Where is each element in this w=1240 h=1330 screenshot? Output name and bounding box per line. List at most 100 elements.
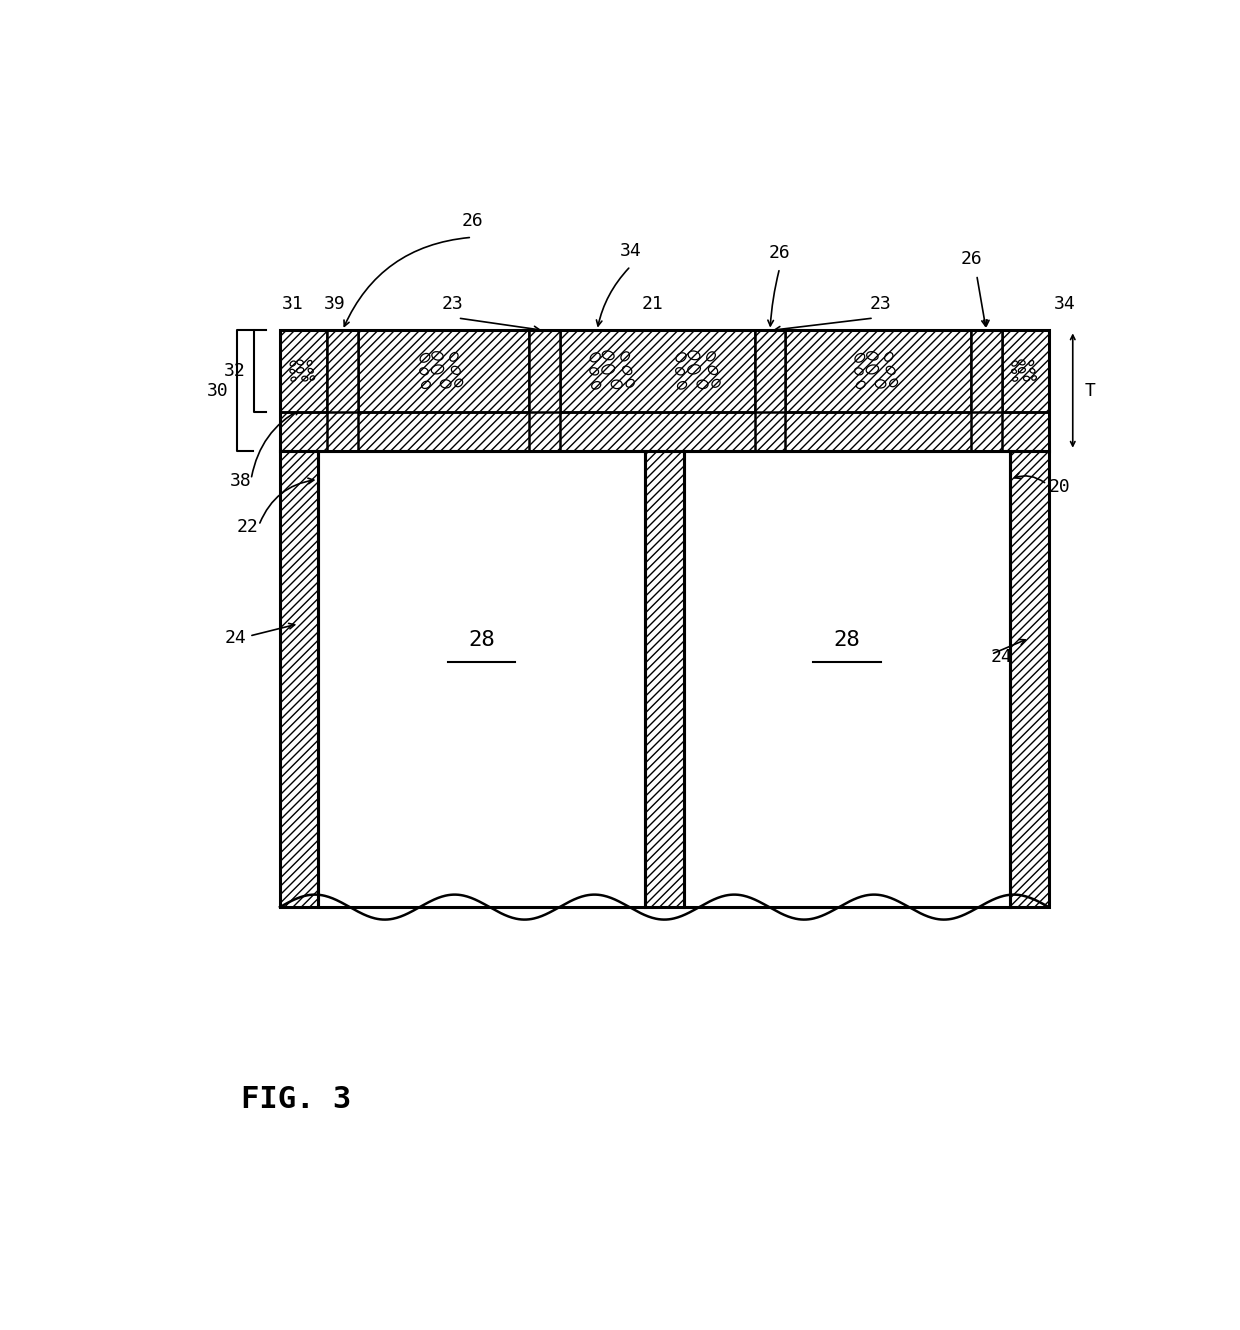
Ellipse shape <box>1023 376 1029 380</box>
Text: 26: 26 <box>769 245 791 262</box>
Bar <box>645 451 683 907</box>
Bar <box>327 330 358 451</box>
Bar <box>645 451 683 907</box>
Ellipse shape <box>290 370 295 374</box>
Text: 28: 28 <box>469 630 495 650</box>
Ellipse shape <box>688 351 699 359</box>
Bar <box>971 330 1002 451</box>
Ellipse shape <box>310 376 315 380</box>
Ellipse shape <box>854 354 864 362</box>
Ellipse shape <box>308 360 312 366</box>
Text: 20: 20 <box>1049 479 1070 496</box>
Bar <box>528 330 559 451</box>
Text: 34: 34 <box>1054 295 1075 313</box>
Ellipse shape <box>450 352 458 362</box>
Ellipse shape <box>420 368 428 375</box>
Bar <box>327 330 358 451</box>
Ellipse shape <box>290 360 295 366</box>
Ellipse shape <box>296 360 304 364</box>
Ellipse shape <box>1018 367 1025 372</box>
Ellipse shape <box>590 367 599 375</box>
Bar <box>755 330 785 451</box>
Ellipse shape <box>1032 376 1037 380</box>
Text: 26: 26 <box>461 211 484 230</box>
Bar <box>280 451 319 907</box>
Text: 21: 21 <box>642 295 663 313</box>
Ellipse shape <box>707 352 715 360</box>
Ellipse shape <box>887 366 895 375</box>
Bar <box>971 330 1002 451</box>
Ellipse shape <box>432 351 443 360</box>
Text: 32: 32 <box>224 362 246 380</box>
Bar <box>755 330 785 451</box>
Text: 31: 31 <box>281 295 304 313</box>
Bar <box>1011 451 1049 907</box>
Bar <box>1002 330 1049 412</box>
Bar <box>280 330 327 412</box>
Ellipse shape <box>1029 360 1034 366</box>
Bar <box>319 451 645 907</box>
Ellipse shape <box>857 382 866 388</box>
Ellipse shape <box>455 379 463 387</box>
Bar <box>280 330 327 412</box>
Text: 24: 24 <box>224 629 247 646</box>
Ellipse shape <box>308 368 314 374</box>
Text: 23: 23 <box>869 295 892 313</box>
Bar <box>559 330 755 412</box>
Ellipse shape <box>712 379 720 387</box>
Ellipse shape <box>422 382 430 388</box>
Bar <box>785 330 971 412</box>
Bar <box>785 330 971 412</box>
Bar <box>1011 451 1049 907</box>
Ellipse shape <box>291 376 296 382</box>
Ellipse shape <box>296 367 304 372</box>
Bar <box>280 412 1049 451</box>
Bar <box>1002 330 1049 412</box>
Ellipse shape <box>420 354 430 362</box>
Text: T: T <box>1084 382 1095 399</box>
Bar <box>559 330 755 412</box>
Text: 22: 22 <box>237 519 259 536</box>
Bar <box>358 330 528 412</box>
Ellipse shape <box>1012 360 1018 366</box>
Ellipse shape <box>621 352 630 360</box>
Ellipse shape <box>867 351 878 360</box>
Bar <box>1002 330 1049 412</box>
Bar <box>280 451 319 907</box>
Text: 39: 39 <box>324 295 346 313</box>
Ellipse shape <box>867 364 878 374</box>
Ellipse shape <box>676 352 686 362</box>
Bar <box>1011 451 1049 907</box>
Ellipse shape <box>1018 360 1025 364</box>
Ellipse shape <box>622 366 632 375</box>
Ellipse shape <box>677 382 687 390</box>
Ellipse shape <box>1012 370 1017 374</box>
Ellipse shape <box>854 368 863 375</box>
Ellipse shape <box>676 367 684 375</box>
Bar <box>358 330 528 412</box>
Ellipse shape <box>697 380 708 388</box>
Ellipse shape <box>611 380 622 388</box>
Text: 28: 28 <box>833 630 861 650</box>
Ellipse shape <box>451 366 460 375</box>
Ellipse shape <box>1013 376 1018 382</box>
Ellipse shape <box>601 364 615 374</box>
Text: 26: 26 <box>961 250 983 269</box>
Ellipse shape <box>708 366 718 375</box>
Bar <box>358 330 528 412</box>
Ellipse shape <box>626 379 635 387</box>
Bar <box>785 330 971 412</box>
Ellipse shape <box>688 364 701 374</box>
Ellipse shape <box>884 352 893 362</box>
Text: 24: 24 <box>991 648 1013 666</box>
Ellipse shape <box>603 351 614 359</box>
Bar <box>280 451 319 907</box>
Text: 38: 38 <box>229 472 250 491</box>
Text: 34: 34 <box>620 242 641 261</box>
Bar <box>280 330 1049 451</box>
Bar <box>971 330 1002 451</box>
Bar <box>327 330 358 451</box>
Bar <box>645 451 683 907</box>
Bar <box>683 451 1011 907</box>
Bar <box>559 330 755 412</box>
